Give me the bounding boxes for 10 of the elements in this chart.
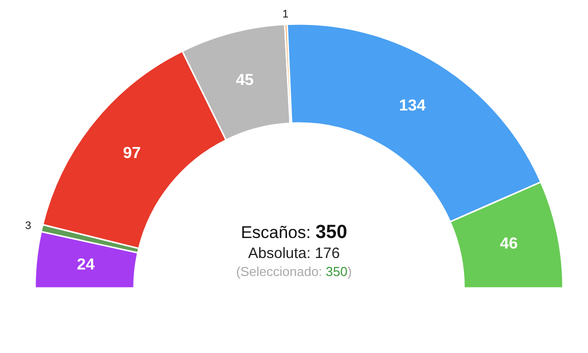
text: Escaños: 350 [240, 222, 348, 243]
data-label: 1 [282, 8, 289, 20]
text: Absoluta: 176 [248, 245, 340, 262]
data-label: 24 [76, 256, 95, 274]
data-label: 46 [500, 236, 518, 253]
data-label: 97 [123, 145, 141, 162]
text: (Seleccionado: 350) [236, 264, 352, 279]
data-label: 134 [398, 97, 426, 114]
data-label: 3 [25, 220, 32, 232]
data-label: 45 [236, 72, 254, 89]
